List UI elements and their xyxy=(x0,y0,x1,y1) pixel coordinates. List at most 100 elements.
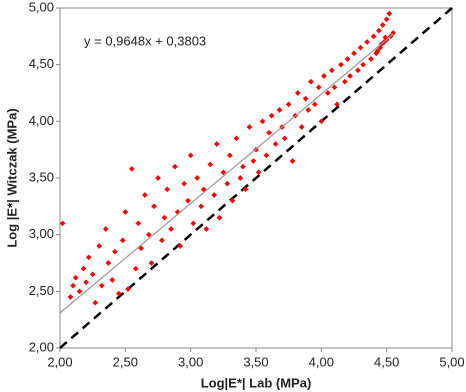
data-point xyxy=(368,56,374,62)
data-point xyxy=(250,158,257,164)
data-point xyxy=(96,243,103,249)
data-point xyxy=(216,214,223,221)
data-point xyxy=(379,22,386,28)
data-point xyxy=(240,163,246,170)
data-point xyxy=(72,274,79,281)
data-point xyxy=(305,107,312,113)
data-point xyxy=(321,73,327,79)
data-point xyxy=(351,50,357,57)
y-tick-label: 3,50 xyxy=(29,169,54,184)
y-tick-label: 2,00 xyxy=(29,339,54,354)
data-point xyxy=(164,186,170,193)
data-point xyxy=(67,294,74,300)
data-point xyxy=(161,214,168,221)
data-point xyxy=(177,243,184,249)
data-point xyxy=(187,152,194,159)
data-point xyxy=(102,226,109,232)
x-tick-label: 2,50 xyxy=(113,354,138,369)
data-point xyxy=(315,84,322,91)
x-tick-label: 4,00 xyxy=(309,354,334,369)
data-point xyxy=(89,271,96,278)
data-point xyxy=(159,237,165,244)
data-point xyxy=(59,220,66,227)
data-point xyxy=(344,56,351,62)
data-point xyxy=(355,67,361,74)
data-point xyxy=(227,152,233,159)
data-point xyxy=(338,61,344,68)
data-point xyxy=(190,220,197,227)
data-point xyxy=(198,203,204,210)
x-tick-label: 2,00 xyxy=(47,354,72,369)
data-point xyxy=(334,101,340,108)
data-point xyxy=(246,124,253,130)
data-point xyxy=(70,282,76,289)
data-point xyxy=(390,30,397,36)
data-point xyxy=(80,265,87,272)
data-point xyxy=(83,279,89,286)
data-point xyxy=(386,10,393,17)
data-point xyxy=(311,101,318,108)
y-tick-label: 4,00 xyxy=(29,113,54,128)
data-point xyxy=(328,67,335,74)
data-point xyxy=(370,33,377,40)
x-tick-label: 3,50 xyxy=(243,354,268,369)
y-axis-title: Log |E*| Witczak (MPa) xyxy=(4,108,19,247)
data-point xyxy=(151,203,157,210)
data-point xyxy=(289,158,296,164)
data-point xyxy=(181,180,187,187)
data-point xyxy=(203,226,210,232)
data-point xyxy=(142,192,148,198)
data-point xyxy=(285,101,292,108)
data-point xyxy=(268,112,275,119)
data-point xyxy=(125,286,131,292)
data-point xyxy=(255,169,262,176)
x-tick-label: 5,00 xyxy=(439,354,464,369)
y-tick-label: 5,00 xyxy=(29,0,54,14)
data-point xyxy=(168,226,174,232)
data-point xyxy=(242,186,249,193)
data-point xyxy=(211,192,218,198)
data-point xyxy=(135,220,142,227)
data-point xyxy=(281,135,288,142)
data-point xyxy=(357,44,364,51)
data-point xyxy=(194,175,201,181)
data-point xyxy=(146,231,152,238)
data-point xyxy=(148,260,155,266)
data-point xyxy=(325,90,331,96)
data-point xyxy=(224,180,231,187)
data-point xyxy=(98,282,105,289)
data-point xyxy=(213,141,220,147)
trendline xyxy=(59,33,394,314)
data-point xyxy=(220,169,227,176)
data-point xyxy=(342,78,348,85)
data-point xyxy=(129,166,135,172)
x-tick-label: 4,50 xyxy=(374,354,399,369)
data-point xyxy=(105,260,112,266)
data-point xyxy=(298,124,305,130)
data-point xyxy=(276,107,283,113)
data-point xyxy=(76,288,83,295)
data-point xyxy=(155,175,161,181)
data-point xyxy=(331,84,338,91)
data-point xyxy=(92,299,99,306)
data-point xyxy=(272,141,279,147)
data-point xyxy=(122,209,129,215)
x-axis-title: Log|E*| Lab (MPa) xyxy=(201,375,312,390)
data-point xyxy=(263,152,270,159)
data-point xyxy=(375,27,382,34)
data-point xyxy=(308,78,314,85)
y-tick-label: 4,50 xyxy=(29,56,54,71)
data-point xyxy=(85,254,92,261)
data-point xyxy=(172,163,178,170)
data-point xyxy=(185,197,191,204)
y-tick-label: 2,50 xyxy=(29,283,54,298)
trendline-equation: y = 0,9648x + 0,3803 xyxy=(84,33,206,48)
data-point xyxy=(383,16,390,23)
data-point xyxy=(237,175,244,181)
data-point xyxy=(115,290,122,297)
x-tick-label: 3,00 xyxy=(178,354,203,369)
data-point xyxy=(364,39,370,45)
data-point xyxy=(266,129,272,136)
